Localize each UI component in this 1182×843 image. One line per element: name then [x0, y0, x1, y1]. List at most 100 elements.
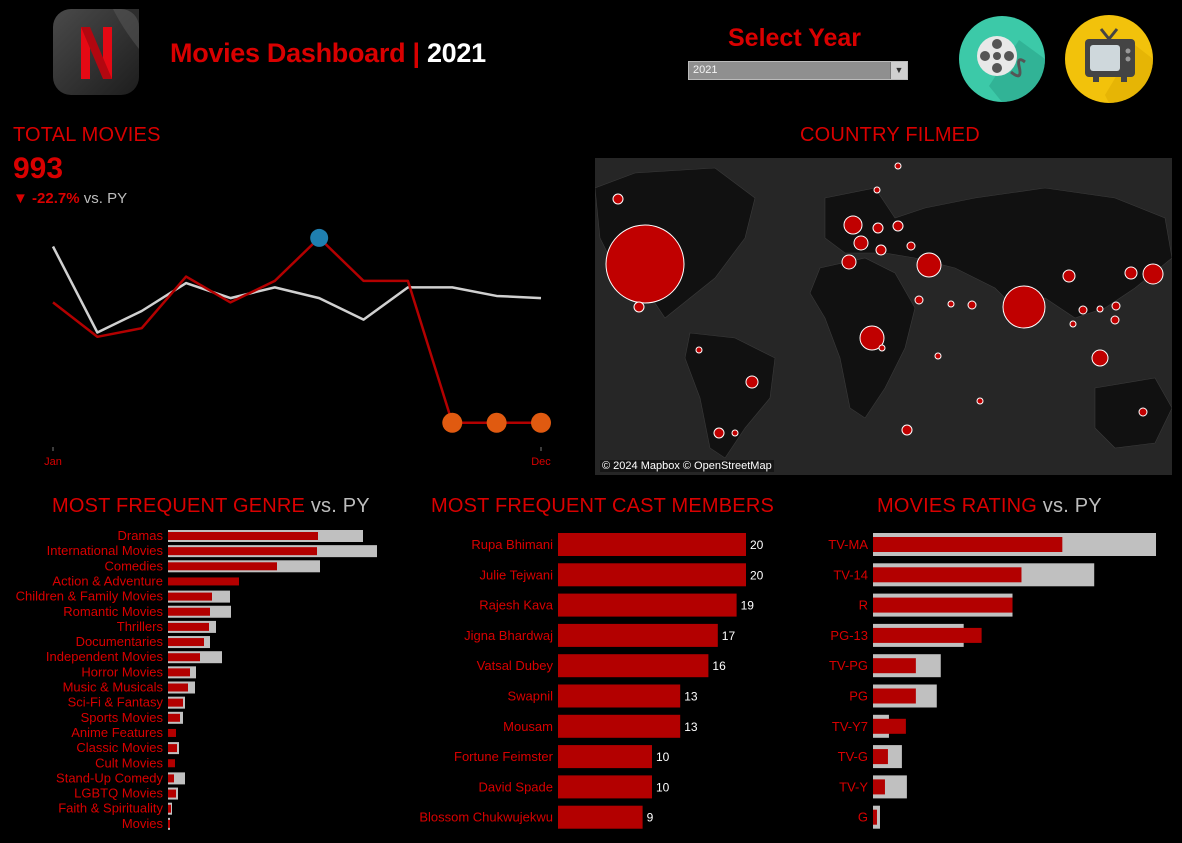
cast-label: Rupa Bhimani [471, 537, 553, 552]
genre-bar-current [168, 804, 171, 813]
total-movies-delta: ▼ -22.7% vs. PY [13, 190, 127, 207]
rating-label: PG [849, 689, 868, 704]
cast-label: Fortune Feimster [454, 749, 554, 764]
cast-data-label: 13 [684, 690, 698, 704]
cast-bar [558, 714, 681, 738]
genre-label: Romantic Movies [63, 604, 163, 619]
cast-chart-title: MOST FREQUENT CAST MEMBERS [431, 495, 775, 517]
rating-label: TV-Y7 [832, 719, 868, 734]
prior-year-line [51, 245, 542, 334]
genre-label: Movies [122, 816, 164, 831]
genre-bar-current [168, 562, 277, 571]
cast-bar [558, 775, 652, 799]
cast-data-label: 19 [741, 599, 755, 613]
country-map[interactable] [595, 158, 1172, 475]
genre-bar-current [168, 532, 318, 540]
cast-data-label: 9 [647, 811, 654, 825]
rating-label: TV-PG [829, 658, 868, 673]
cast-bar-chart: Rupa Bhimani 20 Julie Tejwani 20 Rajesh Kava… [419, 533, 764, 829]
low-point [442, 412, 463, 433]
rating-bar-current [873, 718, 906, 734]
cast-data-label: 20 [750, 538, 764, 552]
chevron-down-icon[interactable]: ▼ [890, 62, 907, 79]
genre-label: Thrillers [117, 619, 164, 634]
film-reel-icon [959, 16, 1045, 102]
genre-bar-current [168, 607, 210, 616]
genre-bar-current [168, 638, 204, 647]
rating-label: PG-13 [830, 628, 868, 643]
cast-label: Jigna Bhardwaj [464, 628, 553, 643]
rating-bar-current [873, 779, 885, 795]
genre-bar-current [168, 668, 190, 677]
delta-suffix: vs. PY [83, 190, 128, 207]
genre-label: Classic Movies [76, 740, 163, 755]
genre-label: International Movies [47, 543, 164, 558]
triangle-down-icon: ▼ [13, 190, 28, 207]
rating-bar-current [873, 658, 916, 674]
cast-bar [558, 654, 709, 678]
cast-label: Rajesh Kava [479, 598, 553, 613]
peak-point [310, 228, 329, 247]
genre-label: LGBTQ Movies [74, 786, 163, 801]
genre-label: Sports Movies [81, 710, 164, 725]
genre-label: Comedies [104, 558, 163, 573]
genre-title-text: MOST FREQUENT GENRE [52, 495, 306, 517]
title-separator: | [412, 38, 420, 68]
rating-label: TV-Y [839, 779, 868, 794]
rating-title-text: MOVIES RATING [877, 495, 1038, 517]
genre-label: Children & Family Movies [16, 589, 164, 604]
genre-bar-current [168, 683, 188, 692]
page-title: Movies Dashboard | 2021 [170, 38, 486, 69]
genre-label: Sci-Fi & Fantasy [68, 695, 164, 710]
x-tick-label: Jan [44, 456, 62, 468]
cast-label: Mousam [503, 719, 553, 734]
genre-chart-title: MOST FREQUENT GENRE vs. PY [52, 495, 370, 518]
cast-bar [558, 563, 746, 587]
genre-bar-current [168, 577, 239, 586]
year-select-value: 2021 [693, 64, 718, 76]
genre-bar-current [168, 698, 183, 707]
cast-bar [558, 684, 681, 708]
genre-label: Stand-Up Comedy [56, 770, 163, 785]
title-year: 2021 [426, 38, 486, 68]
rating-bar-current [873, 749, 888, 765]
rating-bar-current [873, 537, 1063, 552]
cast-label: David Spade [479, 779, 553, 794]
rating-chart-title: MOVIES RATING vs. PY [877, 495, 1102, 518]
cast-label: Blossom Chukwujekwu [419, 810, 553, 825]
genre-label: Dramas [117, 528, 163, 543]
genre-label: Anime Features [71, 725, 163, 740]
cast-bar [558, 623, 718, 647]
netflix-logo-icon [53, 9, 139, 95]
genre-bar-current [168, 774, 174, 783]
low-point [486, 412, 507, 433]
rating-bar-current [873, 809, 877, 825]
genre-bar-current [168, 789, 176, 798]
cast-data-label: 13 [684, 720, 698, 734]
television-icon [1065, 15, 1153, 103]
genre-bar-current [168, 713, 180, 722]
genre-bar-current [168, 819, 170, 828]
genre-label: Horror Movies [81, 664, 163, 679]
rating-label: TV-MA [828, 537, 868, 552]
current-year-line [52, 236, 541, 425]
genre-bar-current [168, 547, 317, 556]
year-select-dropdown[interactable]: 2021 ▼ [688, 61, 908, 80]
rating-bar-current [873, 597, 1013, 613]
total-movies-value: 993 [13, 152, 64, 185]
monthly-line-chart: Jan Dec [44, 228, 551, 468]
cast-label: Vatsal Dubey [477, 658, 554, 673]
genre-label: Independent Movies [46, 649, 164, 664]
rating-label: TV-G [838, 749, 868, 764]
cast-data-label: 10 [656, 750, 670, 764]
genre-label: Cult Movies [95, 755, 163, 770]
x-tick-label: Dec [531, 456, 551, 468]
rating-bar-current [873, 567, 1022, 583]
genre-title-suffix: vs. PY [310, 495, 370, 517]
rating-label: R [859, 598, 868, 613]
cast-data-label: 16 [712, 659, 726, 673]
genre-bar-current [168, 759, 175, 768]
rating-title-suffix: vs. PY [1042, 495, 1102, 517]
genre-bar-current [168, 622, 209, 631]
